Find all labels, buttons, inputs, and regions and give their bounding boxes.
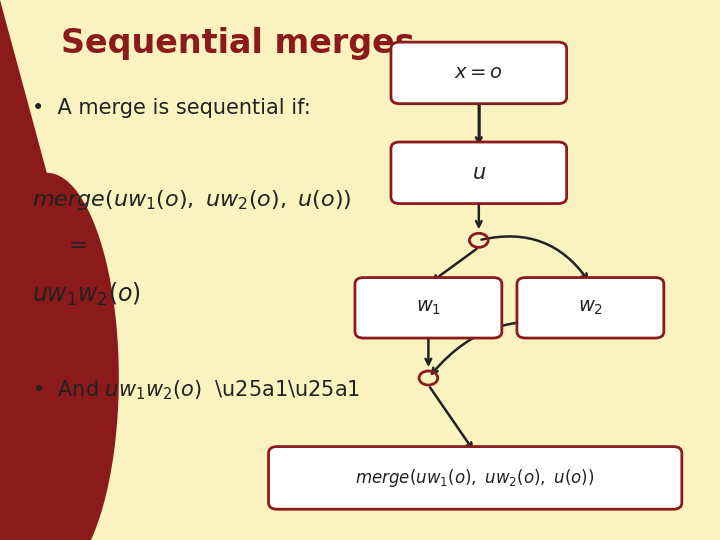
Text: $uw_1w_2(o)$: $uw_1w_2(o)$ (32, 281, 141, 308)
FancyBboxPatch shape (391, 142, 567, 204)
Text: •  And $uw_1w_2(o)$  \u25a1\u25a1: • And $uw_1w_2(o)$ \u25a1\u25a1 (32, 378, 361, 402)
FancyBboxPatch shape (269, 447, 682, 509)
FancyBboxPatch shape (355, 278, 502, 338)
Text: $w_1$: $w_1$ (415, 298, 441, 318)
Text: =: = (68, 235, 87, 256)
Text: $u$: $u$ (472, 163, 486, 183)
Text: merge$(uw_1(o),\ uw_2(o),\ u(o))$: merge$(uw_1(o),\ uw_2(o),\ u(o))$ (356, 467, 595, 489)
Polygon shape (0, 0, 119, 540)
Text: $w_2$: $w_2$ (578, 298, 603, 318)
Text: merge$(uw_1(o),\ uw_2(o),\ u(o))$: merge$(uw_1(o),\ uw_2(o),\ u(o))$ (32, 188, 352, 212)
FancyBboxPatch shape (517, 278, 664, 338)
Text: $x = o$: $x = o$ (454, 63, 503, 83)
Text: Sequential merges: Sequential merges (61, 26, 415, 60)
FancyBboxPatch shape (391, 42, 567, 104)
Text: •  A merge is sequential if:: • A merge is sequential if: (32, 98, 311, 118)
